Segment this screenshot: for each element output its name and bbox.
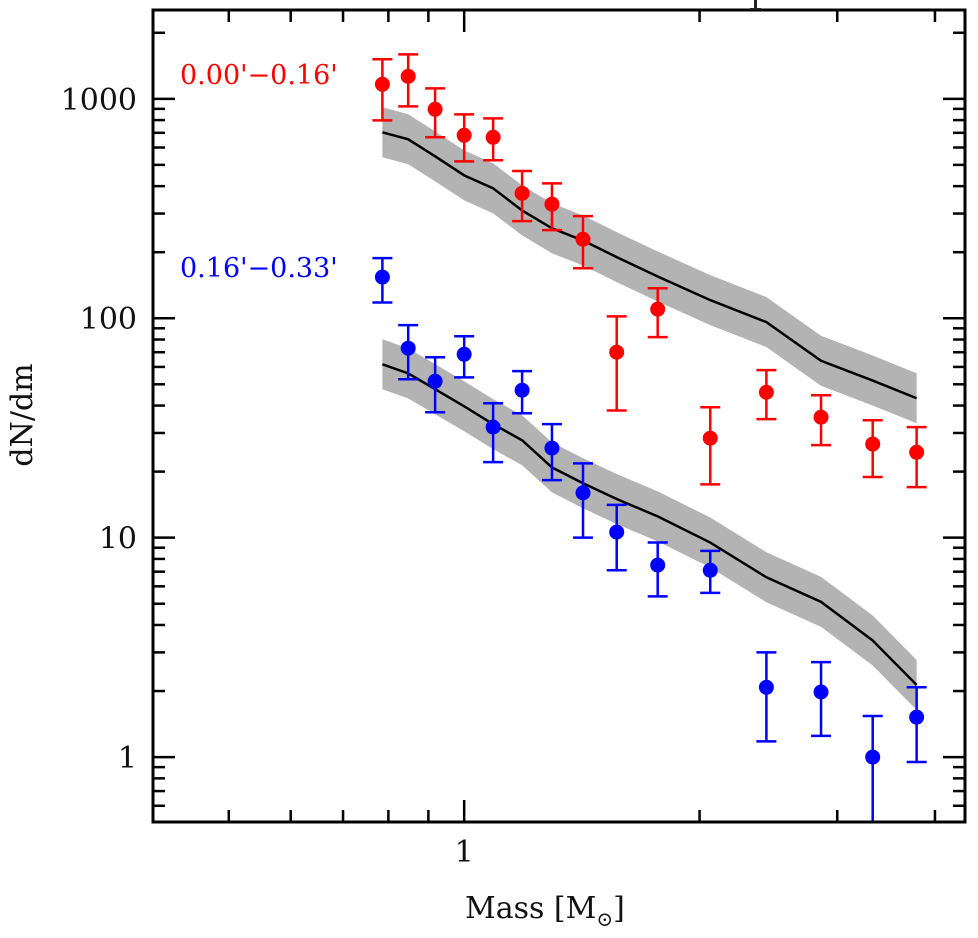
y-tick-label: 1000 (61, 83, 137, 118)
data-point (862, 418, 883, 479)
data-point (398, 323, 419, 381)
data-point (425, 87, 446, 139)
x-axis-title-close: ] (613, 891, 625, 926)
data-point (425, 356, 446, 414)
marker (485, 129, 501, 145)
axis-ticks (153, 10, 965, 822)
marker (456, 127, 472, 143)
axes (151, 0, 967, 824)
data-points (372, 53, 927, 822)
marker (702, 430, 718, 446)
marker (575, 485, 591, 501)
marker (400, 68, 416, 84)
data-point (700, 549, 721, 595)
data-point (811, 393, 832, 447)
marker (514, 185, 530, 201)
marker (865, 436, 881, 452)
data-point (906, 686, 927, 764)
model-bands (382, 107, 917, 711)
data-point (372, 256, 393, 304)
data-point (512, 169, 533, 223)
marker (909, 709, 925, 725)
marker (544, 440, 560, 456)
marker (609, 524, 625, 540)
data-point (541, 182, 562, 232)
marker (456, 346, 472, 362)
model-band-0 (382, 107, 917, 424)
solar-mass-symbol: ⊙ (596, 907, 613, 931)
plot-frame (151, 8, 967, 824)
data-point (541, 422, 562, 482)
x-axis-title-text: Mass [M (465, 891, 596, 926)
marker (758, 679, 774, 695)
marker (427, 101, 443, 117)
data-point (811, 660, 832, 738)
data-point (862, 714, 883, 822)
marker (374, 269, 390, 285)
marker (813, 684, 829, 700)
marker (485, 419, 501, 435)
y-tick-label: 1 (118, 741, 137, 776)
title-fragment (750, 8, 761, 10)
marker (427, 373, 443, 389)
data-point (573, 214, 594, 270)
data-point (756, 368, 777, 421)
data-point (573, 462, 594, 539)
data-point (647, 286, 668, 339)
data-point (606, 503, 627, 572)
y-tick-label: 10 (99, 522, 137, 557)
marker (758, 384, 774, 400)
data-point (756, 651, 777, 743)
series-label-inner: 0.00'−0.16' (180, 60, 338, 91)
data-point (700, 405, 721, 486)
model-band-1 (382, 339, 917, 711)
marker (650, 557, 666, 573)
series-label-outer: 0.16'−0.33' (180, 253, 338, 284)
data-point (398, 53, 419, 108)
y-tick-label: 100 (80, 302, 137, 337)
marker (575, 231, 591, 247)
marker (514, 382, 530, 398)
data-point (606, 315, 627, 412)
x-tick-label: 1 (455, 835, 474, 870)
marker (650, 301, 666, 317)
data-point (454, 334, 475, 379)
data-point (372, 57, 393, 122)
marker (813, 409, 829, 425)
y-axis-title: dN/dm (5, 363, 40, 466)
data-point (906, 425, 927, 489)
marker (702, 562, 718, 578)
marker (544, 196, 560, 212)
data-point (512, 369, 533, 415)
marker (909, 444, 925, 460)
marker (400, 340, 416, 356)
tick-labels: 1 1 10 100 1000 (61, 83, 474, 870)
x-axis-title: Mass [M⊙] (465, 891, 625, 931)
title-fragment (754, 0, 757, 10)
data-point (647, 541, 668, 598)
data-point (483, 401, 504, 464)
marker (609, 344, 625, 360)
data-point (483, 117, 504, 162)
data-point (454, 113, 475, 163)
marker (865, 749, 881, 765)
marker (374, 76, 390, 92)
